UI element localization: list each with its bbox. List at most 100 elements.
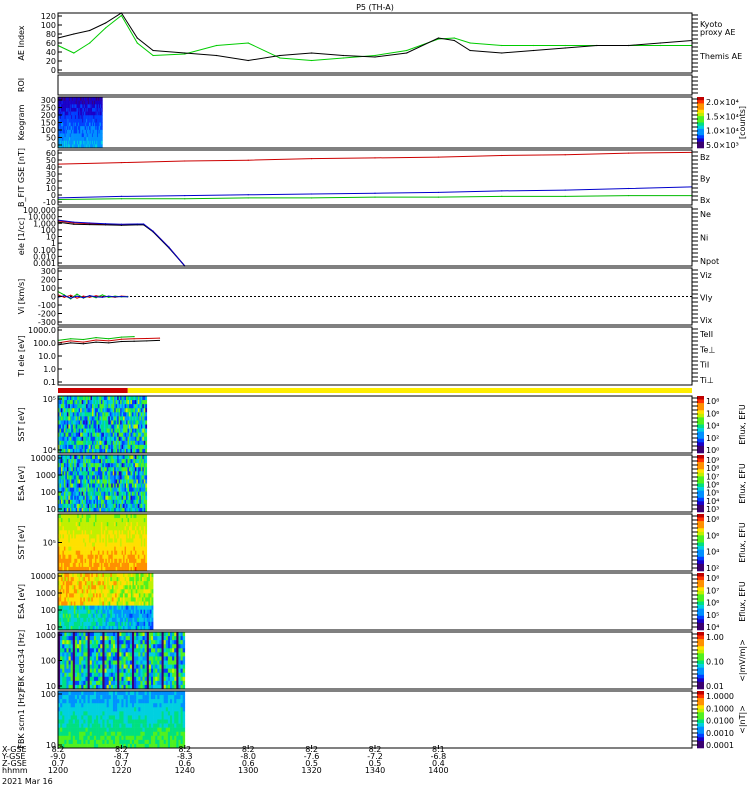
- keogram-cell: [76, 129, 78, 134]
- sst_i-cell: [123, 534, 125, 539]
- esa_e-cell: [109, 487, 112, 492]
- sst_e-cell: [90, 440, 93, 446]
- esa_e-cell: [129, 495, 131, 501]
- esa_e-cell: [123, 503, 125, 509]
- sst_i-cell: [102, 538, 105, 543]
- esa_e-cell: [92, 471, 94, 476]
- keogram-cell: [67, 97, 69, 101]
- esa_e-cell: [71, 471, 74, 476]
- roi-cell: [68, 93, 71, 96]
- sst_i-cell: [89, 522, 91, 527]
- esa_e-cell: [81, 483, 84, 488]
- sst_e-cell: [142, 416, 145, 421]
- keogram-cell: [88, 100, 90, 105]
- esa_e-cell: [59, 467, 62, 472]
- sst_i-cell: [145, 518, 148, 523]
- esa_e-cell: [124, 467, 127, 472]
- sst_i-frame: [57, 513, 693, 572]
- esa_e-cell: [87, 475, 90, 480]
- sst_e-cell: [127, 416, 130, 421]
- sst_e-cell: [120, 396, 122, 401]
- sst_e-cell: [83, 432, 85, 438]
- roi-cell: [172, 87, 175, 90]
- roi-cell: [172, 85, 175, 87]
- sst_e-cell: [115, 420, 118, 425]
- keogram-cell: [60, 107, 62, 112]
- keogram-cell: [90, 118, 92, 123]
- esa_i-cell: [64, 621, 67, 627]
- esa_e-cell: [63, 507, 66, 513]
- keogram-cell: [58, 118, 60, 123]
- sst_e-cell: [129, 408, 131, 413]
- keogram-cell: [75, 104, 77, 109]
- esa_e-cell: [130, 507, 133, 513]
- esa_e-cell: [62, 491, 65, 497]
- sst_i-cell: [114, 538, 116, 543]
- keogram-cell: [97, 100, 99, 105]
- esa_e-cell: [84, 507, 87, 513]
- esa_e-cell: [65, 495, 68, 501]
- esa_e-cell: [81, 455, 84, 460]
- esa_e-cell: [100, 503, 103, 509]
- roi-cell: [108, 79, 112, 82]
- roi-cell: [77, 85, 80, 87]
- keogram-cell: [80, 144, 82, 149]
- sst_i-cell: [90, 518, 93, 523]
- sst_e-cell: [96, 408, 99, 413]
- keogram-cell: [94, 107, 97, 112]
- keogram-cell: [89, 115, 91, 120]
- roi-cell: [79, 83, 82, 86]
- keogram-cell: [94, 118, 97, 123]
- esa_e-cell: [97, 459, 100, 464]
- keogram-cell: [93, 104, 95, 109]
- keogram-cell: [86, 126, 88, 131]
- sst_e-colorbar-cell: [697, 413, 704, 418]
- esa_e-cell: [86, 455, 88, 460]
- esa_e-cell: [142, 455, 145, 460]
- esa_e-cell: [90, 507, 93, 513]
- keogram-cell: [86, 140, 88, 145]
- esa_e-cell: [143, 499, 146, 505]
- sst_e-cell: [118, 412, 121, 417]
- roi-cell: [129, 82, 133, 84]
- roi-cell: [125, 82, 129, 84]
- esa_e-cell: [78, 483, 81, 488]
- esa_e-cell: [114, 475, 116, 480]
- esa_e-cell: [60, 487, 63, 492]
- temperature-data-point: [120, 338, 122, 340]
- esa_e-cell: [130, 499, 133, 505]
- keogram-ytick-label: 150: [41, 119, 56, 128]
- sst_i-cell: [72, 562, 75, 568]
- sst_i-cell: [65, 538, 68, 543]
- esa_e-cell: [124, 491, 127, 497]
- esa_e-colorbar-label: 10⁸: [706, 464, 719, 473]
- esa_e-cell: [63, 503, 66, 509]
- sst_e-cell: [117, 444, 119, 450]
- keogram-cell: [80, 133, 82, 138]
- sst_i-cell: [68, 558, 71, 564]
- keogram-cell: [92, 144, 94, 149]
- esa_e-cell: [108, 507, 111, 513]
- esa_i-cell: [70, 621, 73, 627]
- sst_e-cell: [59, 400, 62, 405]
- keogram-cell: [63, 122, 65, 127]
- roi-cell: [108, 75, 112, 77]
- roi-cell: [157, 75, 160, 77]
- roi-cell: [58, 82, 61, 84]
- roi-cell: [60, 92, 63, 94]
- esa_i-cell: [67, 609, 70, 615]
- sst_e-cell: [68, 404, 71, 409]
- keogram-cell: [85, 140, 87, 145]
- sst_e-cell: [62, 408, 65, 413]
- sst_e-cell: [112, 420, 115, 425]
- esa_i-cell: [64, 613, 67, 619]
- keogram-cell: [58, 97, 60, 101]
- roi-cell: [93, 86, 97, 89]
- roi-cell: [62, 90, 65, 93]
- keogram-cell: [71, 115, 73, 120]
- esa_e-cell: [90, 459, 93, 464]
- esa_e-cell: [71, 483, 74, 488]
- sst_e-cell: [74, 404, 77, 409]
- roi-cell: [159, 86, 162, 89]
